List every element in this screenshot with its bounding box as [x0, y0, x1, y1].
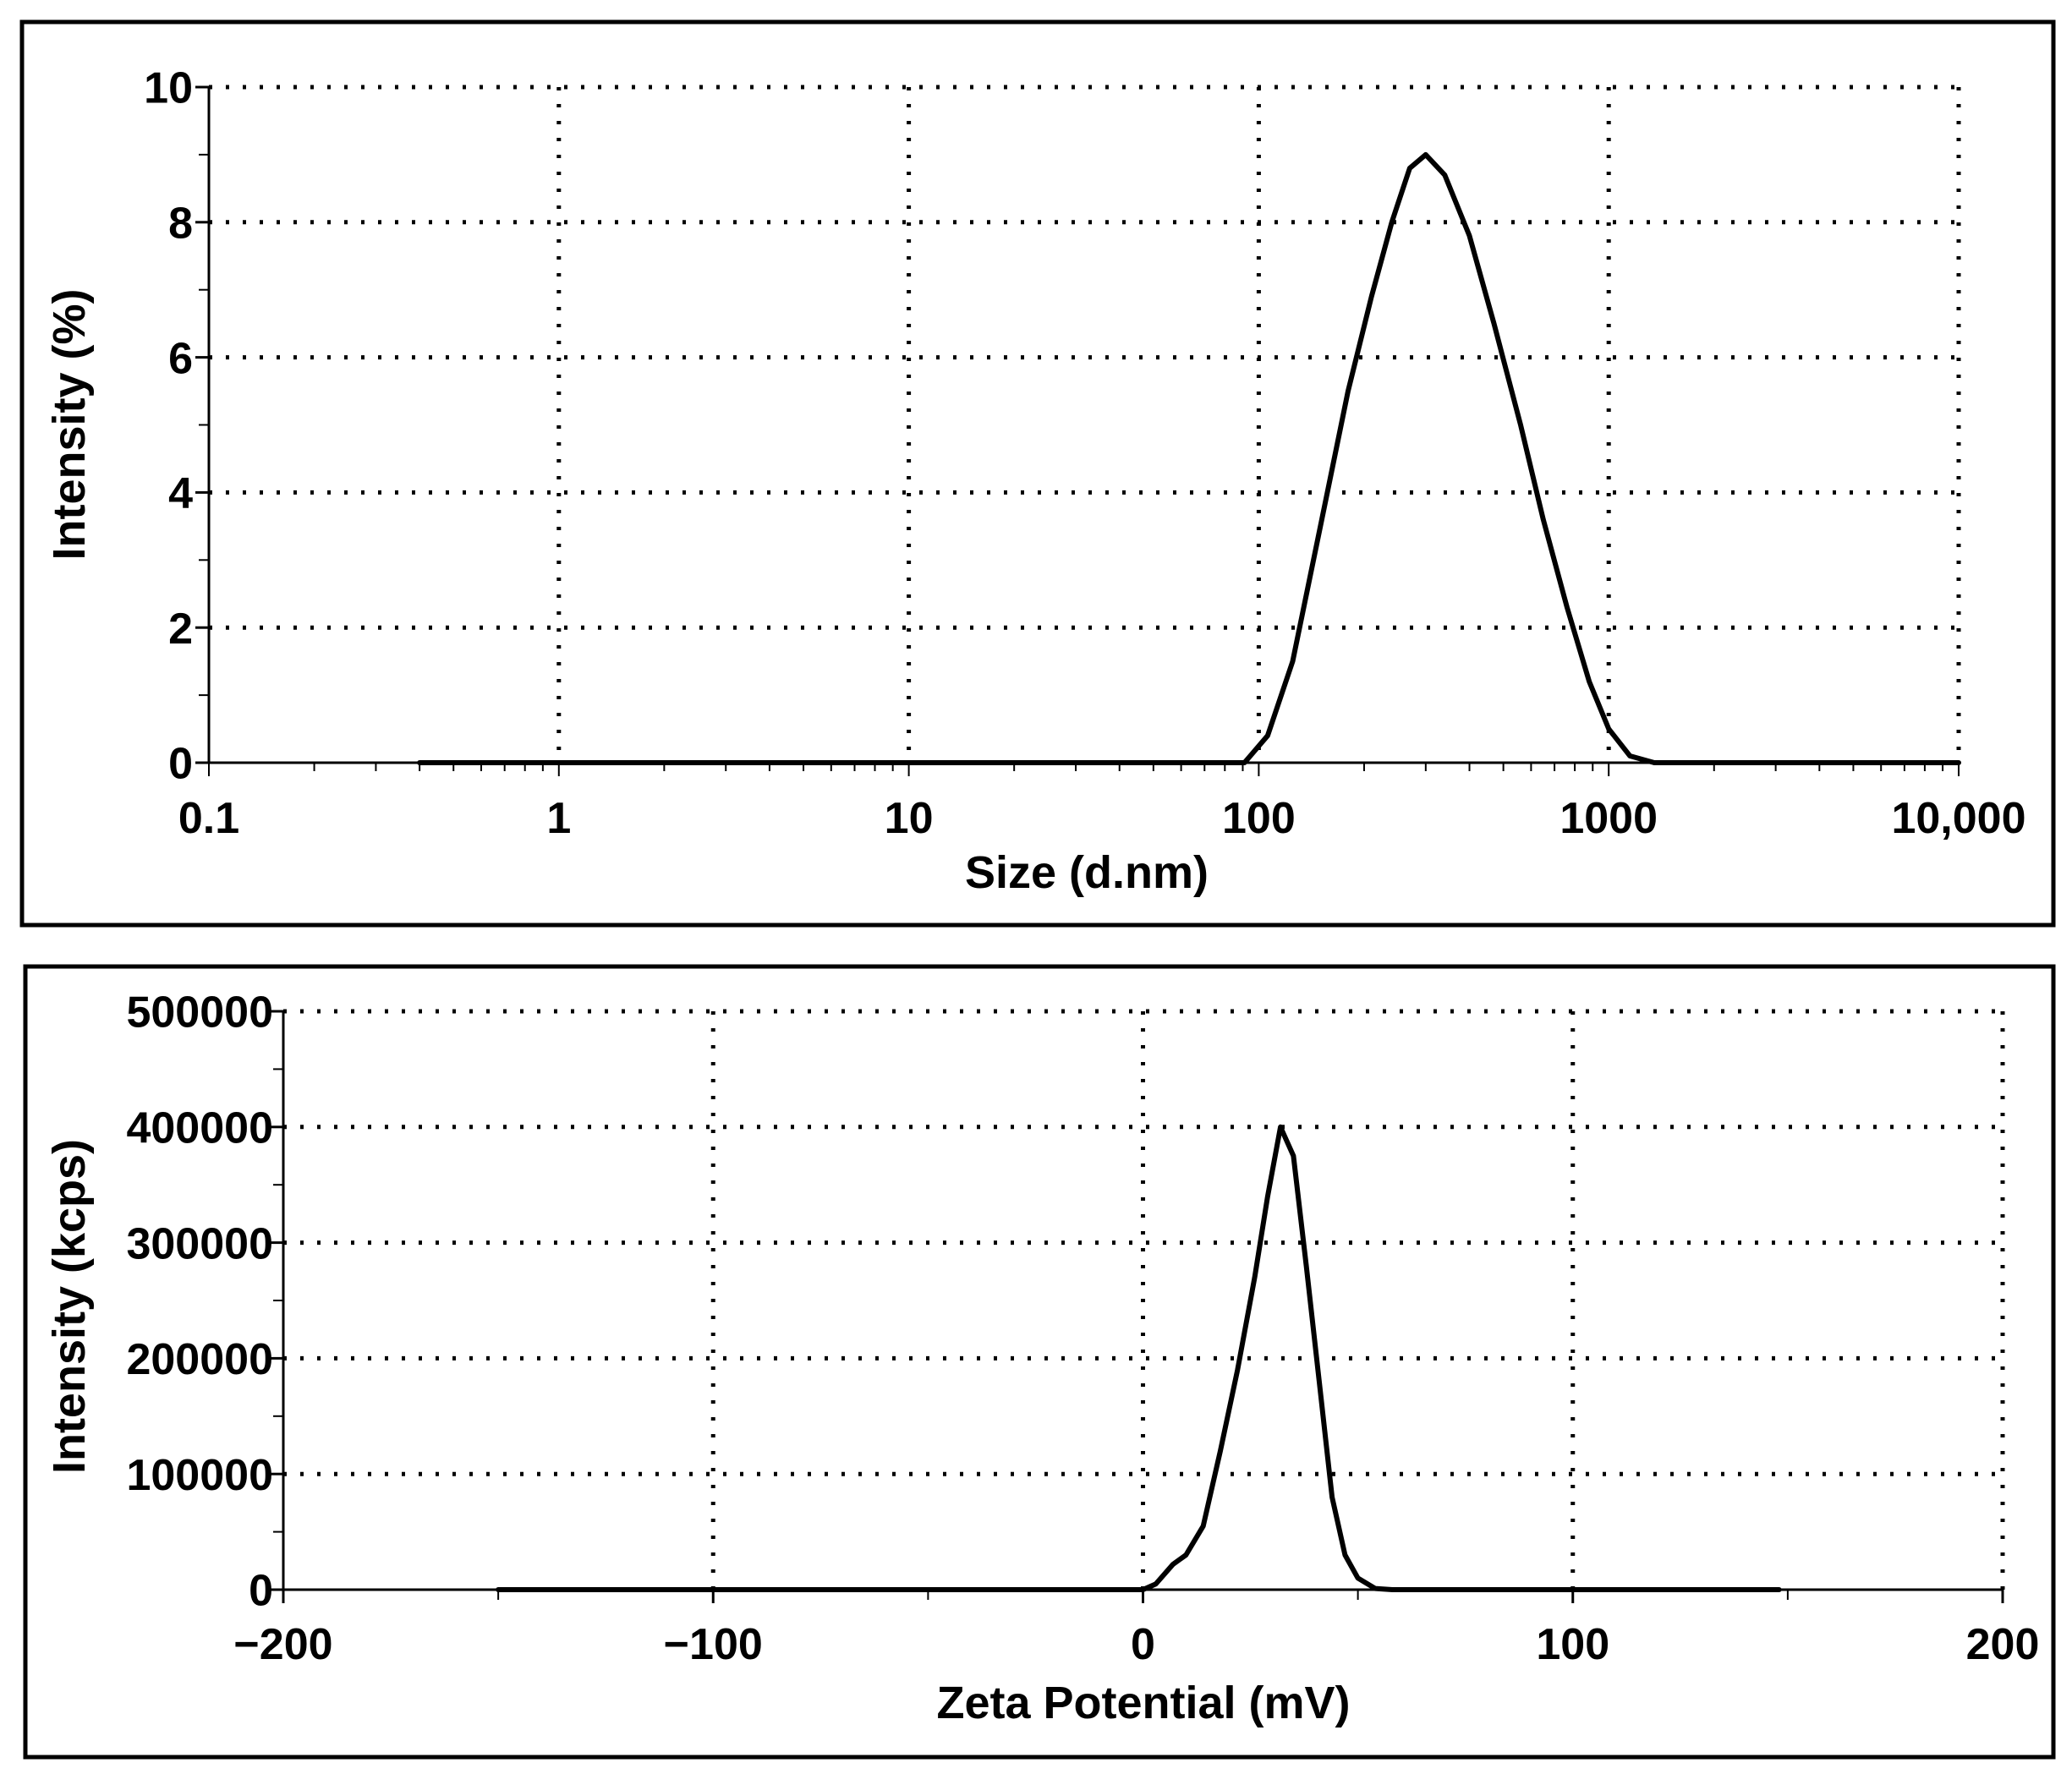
zeta-panel-frame	[23, 964, 2056, 1760]
x-tick-label: 100	[1222, 794, 1296, 843]
x-tick-label: 1	[546, 794, 571, 843]
y-tick-label: 6	[168, 334, 193, 383]
y-tick-label: 300000	[126, 1219, 273, 1268]
zeta-potential-panel: −200 −100 0 100 200 0 100000 200000 300000 40000…	[23, 964, 2056, 1760]
size-y-axis-title: Intensity (%)	[44, 288, 95, 560]
y-tick-label: 0	[249, 1567, 273, 1616]
zeta-gridlines	[283, 1009, 2005, 1590]
y-tick-label: 200000	[126, 1335, 273, 1384]
zeta-x-axis-title: Zeta Potential (mV)	[936, 1678, 1350, 1728]
y-tick-label: 2	[168, 605, 193, 654]
size-minor-ticks	[195, 85, 1960, 776]
x-tick-label: 10	[885, 794, 934, 843]
size-x-axis-title: Size (d.nm)	[965, 847, 1209, 898]
size-panel-frame	[19, 19, 2056, 928]
zeta-x-tick-labels: −200 −100 0 100 200	[233, 1620, 2039, 1669]
x-tick-label: 0	[1131, 1620, 1155, 1669]
x-tick-label: 200	[1966, 1620, 2040, 1669]
zeta-y-tick-labels: 0 100000 200000 300000 400000 500000	[126, 988, 273, 1616]
y-tick-label: 0	[168, 740, 193, 789]
x-tick-label: −100	[664, 1620, 763, 1669]
x-tick-label: −200	[233, 1620, 332, 1669]
y-tick-label: 4	[168, 469, 193, 518]
x-tick-label: 0.1	[178, 794, 239, 843]
zeta-y-axis-title: Intensity (kcps)	[44, 1139, 95, 1474]
x-tick-label: 1000	[1559, 794, 1658, 843]
size-series-line	[417, 151, 1961, 765]
zeta-series-line	[496, 1124, 1782, 1592]
y-tick-label: 8	[168, 200, 193, 249]
y-tick-label: 500000	[126, 988, 273, 1038]
y-tick-label: 100000	[126, 1451, 273, 1500]
x-tick-label: 10,000	[1891, 794, 2025, 843]
size-y-tick-labels: 0 2 4 6 8 10	[144, 64, 193, 789]
zeta-minor-ticks	[270, 1010, 2004, 1603]
y-tick-label: 10	[144, 64, 193, 113]
size-x-tick-labels: 0.1 1 10 100 1000 10,000	[178, 794, 2026, 843]
x-tick-label: 100	[1536, 1620, 1609, 1669]
y-tick-label: 400000	[126, 1104, 273, 1153]
